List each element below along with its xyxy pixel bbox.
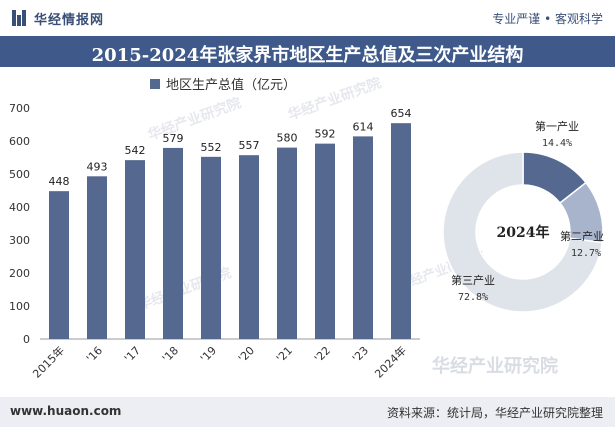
x-tick-label: '17: [122, 344, 143, 365]
x-tick-label: '18: [160, 344, 181, 365]
x-tick-label: '20: [236, 344, 257, 365]
watermark-text: 华经产业研究院: [286, 74, 384, 123]
bar-value-label: 592: [315, 128, 336, 141]
x-tick-label: '23: [350, 344, 371, 365]
pie-slice-label: 第三产业: [451, 273, 495, 287]
bar-legend: 地区生产总值（亿元）: [150, 74, 296, 93]
brand-logo-icon: [12, 10, 26, 26]
pie-slice-label: 第二产业: [560, 229, 604, 243]
x-tick-label: '16: [84, 344, 105, 365]
chart-title: 2015-2024年张家界市地区生产总值及三次产业结构: [91, 45, 524, 66]
bar-value-label: 654: [391, 107, 412, 120]
title-bar: 2015-2024年张家界市地区生产总值及三次产业结构: [0, 36, 615, 67]
y-tick-label: 100: [9, 300, 30, 313]
bar: [163, 147, 183, 339]
bar: [277, 147, 297, 339]
bar: [391, 123, 411, 340]
bar: [201, 156, 221, 339]
bar-value-label: 552: [201, 141, 222, 154]
bar: [49, 191, 69, 339]
legend-label: 地区生产总值（亿元）: [166, 78, 297, 93]
pie-slice-percent: 14.4%: [542, 138, 572, 149]
y-tick-label: 700: [9, 102, 30, 115]
pie-center-label: 2024年: [497, 224, 550, 241]
y-tick-label: 0: [23, 333, 30, 346]
footer: www.huaon.com 资料来源：统计局，华经产业研究院整理: [0, 397, 615, 427]
bar-value-label: 448: [49, 175, 70, 188]
watermark-text: 华经产业研究院: [432, 355, 558, 377]
slogan: 专业严谨 • 客观科学: [492, 12, 603, 26]
pie-slice-percent: 12.7%: [571, 248, 601, 259]
y-tick-label: 300: [9, 234, 30, 247]
bar: [87, 176, 107, 339]
y-tick-label: 500: [9, 168, 30, 181]
y-tick-label: 400: [9, 201, 30, 214]
bar-value-label: 580: [277, 132, 298, 145]
y-tick-label: 600: [9, 135, 30, 148]
bar-value-label: 493: [87, 160, 108, 173]
x-tick-label: 2015年: [30, 343, 67, 380]
bar-value-label: 579: [163, 132, 184, 145]
x-tick-label: '22: [312, 344, 333, 365]
bar: [353, 136, 373, 339]
pie-slice: [442, 151, 604, 313]
footer-url[interactable]: www.huaon.com: [10, 404, 122, 418]
bar-value-label: 557: [239, 139, 260, 152]
y-tick-label: 200: [9, 267, 30, 280]
x-tick-label: '21: [274, 344, 295, 365]
header: 华经情报网 专业严谨 • 客观科学: [0, 0, 615, 36]
x-tick-label: '19: [198, 344, 219, 365]
legend-swatch: [150, 78, 160, 89]
brand-name: 华经情报网: [34, 12, 105, 28]
bar-value-label: 542: [125, 144, 146, 157]
footer-source: 资料来源：统计局，华经产业研究院整理: [386, 406, 603, 420]
bar: [125, 160, 145, 339]
brand[interactable]: 华经情报网: [12, 8, 104, 28]
pie-slice-label: 第一产业: [535, 119, 579, 133]
bar-value-label: 614: [353, 120, 374, 133]
bar: [315, 143, 335, 339]
pie-slice-percent: 72.8%: [458, 292, 488, 303]
bar: [239, 155, 259, 339]
watermark-text: 华经产业研究院: [146, 94, 244, 143]
x-tick-label: 2024年: [372, 343, 409, 380]
